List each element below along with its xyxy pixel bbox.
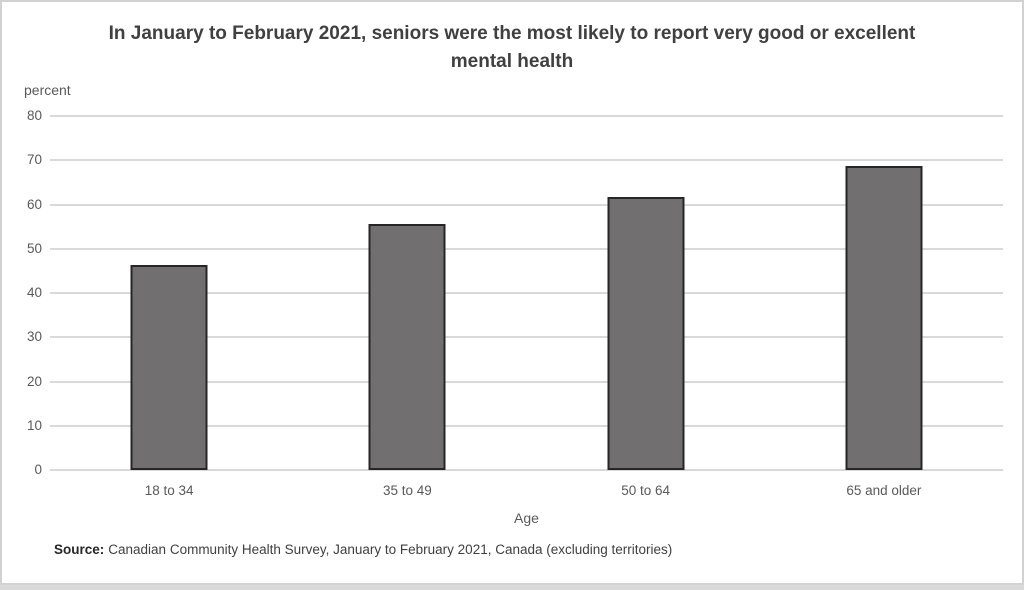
bar-65-and-older [845, 166, 923, 470]
x-tick-label: 35 to 49 [382, 483, 432, 498]
gridline [50, 159, 1003, 162]
bar-slot [50, 116, 288, 470]
bar-slot [527, 116, 765, 470]
bar-18-to-34 [130, 265, 208, 470]
bar-slot [765, 116, 1003, 470]
y-tick-label: 40 [26, 285, 42, 300]
gridline [50, 380, 1003, 383]
bar-slots [50, 116, 1003, 470]
y-tick-label: 50 [26, 240, 42, 256]
y-tick-label: 60 [26, 196, 42, 212]
y-tick-label: 80 [26, 108, 42, 123]
y-axis-unit-label: percent [24, 82, 71, 98]
y-tick-label: 20 [26, 373, 42, 389]
y-axis-tick-labels: 0 10 20 30 40 50 60 70 80 [10, 108, 42, 477]
x-tick-label: 65 and older [846, 483, 922, 498]
y-tick-label: 10 [26, 417, 42, 433]
bar-slot [288, 116, 526, 470]
source-text: Canadian Community Health Survey, Januar… [108, 542, 673, 557]
chart-title: In January to February 2021, seniors wer… [108, 23, 916, 72]
gridline [50, 469, 1003, 471]
x-axis-title: Age [514, 510, 539, 526]
bottom-strip [0, 585, 1024, 590]
bar-50-to-64 [607, 197, 685, 470]
gridline [50, 115, 1003, 117]
bar-35-to-49 [368, 223, 446, 470]
source-line: Source: Canadian Community Health Survey,… [54, 542, 672, 557]
chart-title-wrap: In January to February 2021, seniors wer… [2, 20, 1022, 76]
gridline [50, 203, 1003, 206]
y-tick-label: 70 [26, 152, 42, 168]
source-label: Source: [54, 542, 105, 557]
gridline [50, 424, 1003, 427]
gridline [50, 292, 1003, 294]
x-tick-label: 18 to 34 [144, 483, 194, 498]
x-axis-tick-labels: 18 to 34 35 to 49 50 to 64 65 and older [50, 483, 1003, 498]
gridline [50, 336, 1003, 339]
x-tick-label: 50 to 64 [621, 483, 671, 498]
plot-area [50, 115, 1003, 471]
gridline [50, 247, 1003, 250]
y-tick-label: 0 [34, 462, 42, 477]
y-tick-label: 30 [26, 329, 42, 345]
